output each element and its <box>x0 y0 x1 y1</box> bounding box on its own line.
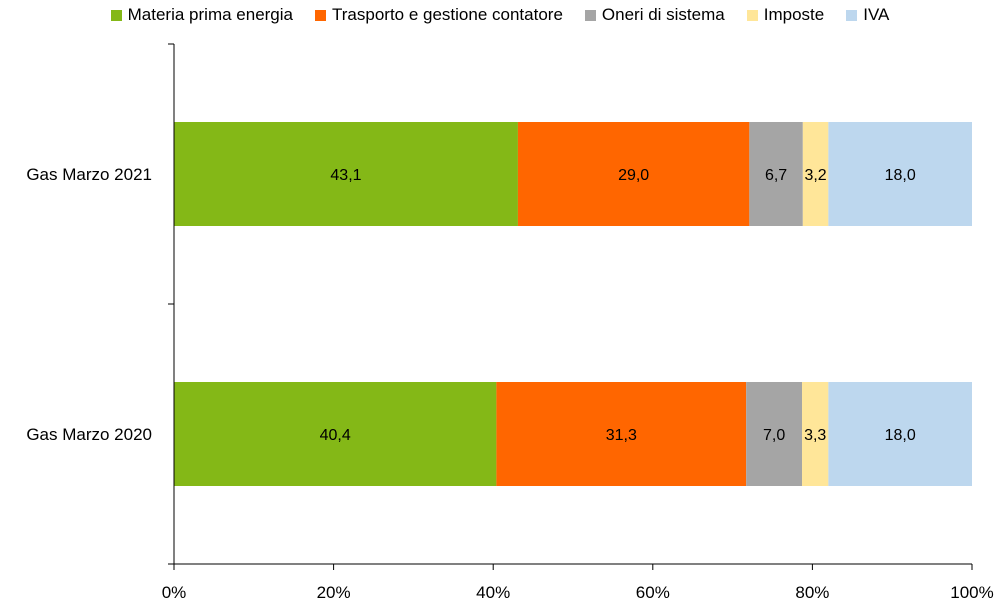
x-tick-label: 60% <box>636 583 670 602</box>
bar-segment-materia-prima-energia <box>174 122 518 226</box>
legend-item-iva: IVA <box>846 5 889 25</box>
data-label: 7,0 <box>763 427 785 444</box>
legend-swatch <box>584 9 596 21</box>
data-label: 3,3 <box>804 427 826 444</box>
legend-item-trasporto-e-gestione-contatore: Trasporto e gestione contatore <box>315 5 563 25</box>
legend-item-imposte: Imposte <box>746 5 825 25</box>
bar-segment-iva <box>828 122 972 226</box>
x-tick-label: 40% <box>476 583 510 602</box>
data-label: 6,7 <box>765 167 787 184</box>
data-label: 3,2 <box>804 167 826 184</box>
legend-swatch <box>846 9 858 21</box>
legend-label: Materia prima energia <box>127 5 293 24</box>
data-label: 18,0 <box>885 427 916 444</box>
bar-segment-iva <box>828 382 972 486</box>
legend-label: Trasporto e gestione contatore <box>332 5 563 24</box>
legend-label: Imposte <box>763 5 825 24</box>
category-label: Gas Marzo 2021 <box>26 165 152 184</box>
x-tick-label: 20% <box>317 583 351 602</box>
data-label: 43,1 <box>330 167 361 184</box>
x-tick-label: 100% <box>950 583 993 602</box>
bar-segment-imposte <box>802 382 829 486</box>
x-tick-label: 0% <box>162 583 187 602</box>
legend-swatch <box>746 9 758 21</box>
bar-segment-oneri-di-sistema <box>749 122 803 226</box>
data-label: 29,0 <box>618 167 649 184</box>
legend-label: Oneri di sistema <box>601 5 725 24</box>
data-label: 18,0 <box>885 167 916 184</box>
bar-segment-materia-prima-energia <box>174 382 497 486</box>
x-tick-label: 80% <box>795 583 829 602</box>
legend-item-oneri-di-sistema: Oneri di sistema <box>584 5 725 25</box>
bar-segment-imposte <box>802 122 829 226</box>
legend-label: IVA <box>863 5 890 24</box>
data-label: 40,4 <box>320 427 351 444</box>
data-label: 31,3 <box>606 427 637 444</box>
legend-item-materia-prima-energia: Materia prima energia <box>110 5 293 25</box>
bar-segment-oneri-di-sistema <box>746 382 803 486</box>
chart-legend: Materia prima energia Trasporto e gestion… <box>0 2 1000 28</box>
legend-swatch <box>315 9 326 21</box>
legend-swatch <box>110 9 122 21</box>
category-label: Gas Marzo 2020 <box>26 425 152 444</box>
bar-segment-trasporto-e-gestione-contatore <box>496 382 747 486</box>
bar-segment-trasporto-e-gestione-contatore <box>517 122 750 226</box>
